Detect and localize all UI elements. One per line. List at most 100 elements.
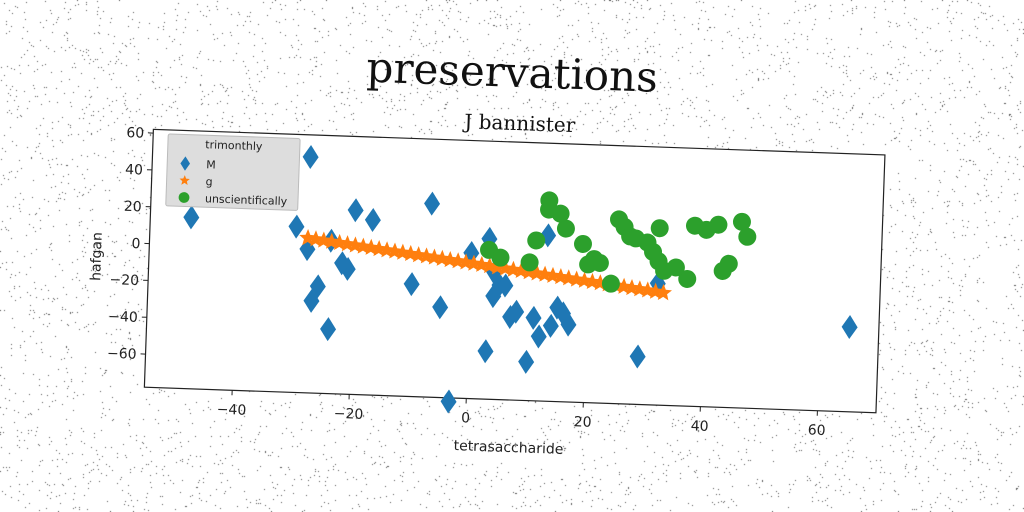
data-point bbox=[629, 344, 646, 369]
y-tick-label: −20 bbox=[109, 272, 139, 289]
data-point bbox=[288, 214, 305, 239]
data-point bbox=[615, 277, 633, 295]
data-point bbox=[346, 236, 364, 253]
legend-box bbox=[165, 133, 301, 211]
data-point bbox=[518, 349, 535, 374]
legend-entries: Mg unscientifically bbox=[178, 156, 288, 208]
data-point bbox=[527, 231, 546, 250]
data-point bbox=[473, 255, 491, 273]
data-point bbox=[338, 235, 356, 252]
data-point bbox=[488, 258, 507, 275]
data-point bbox=[477, 339, 494, 364]
data-point bbox=[403, 272, 420, 297]
data-point bbox=[709, 215, 728, 234]
legend-entry-label: unscientifically bbox=[205, 192, 288, 208]
data-point bbox=[315, 231, 333, 248]
series-g bbox=[299, 229, 672, 301]
data-point bbox=[666, 258, 685, 277]
data-point bbox=[330, 233, 349, 251]
data-point bbox=[440, 389, 457, 414]
data-marks bbox=[183, 145, 858, 414]
data-point bbox=[449, 252, 467, 269]
axes-group: J bannister tetrasaccharide hafgan −40 −2… bbox=[88, 109, 886, 458]
y-tick-label: 20 bbox=[124, 199, 142, 216]
data-point bbox=[623, 279, 641, 296]
data-point bbox=[457, 253, 475, 270]
data-point bbox=[508, 299, 525, 324]
data-point bbox=[441, 250, 459, 268]
data-point bbox=[573, 234, 592, 253]
data-point bbox=[425, 248, 443, 265]
legend-entry-label: M bbox=[206, 158, 216, 171]
data-point bbox=[491, 248, 510, 267]
y-tick-label: −60 bbox=[107, 346, 137, 363]
data-point bbox=[544, 266, 562, 284]
data-point bbox=[732, 212, 751, 231]
data-point bbox=[841, 315, 858, 340]
data-point bbox=[591, 274, 609, 291]
data-point bbox=[402, 244, 420, 262]
data-point bbox=[650, 219, 669, 238]
data-point bbox=[497, 273, 514, 298]
data-point bbox=[542, 313, 559, 338]
data-point bbox=[362, 238, 380, 256]
data-point bbox=[556, 219, 575, 238]
data-point bbox=[525, 305, 542, 330]
data-point bbox=[685, 216, 704, 235]
data-point bbox=[307, 230, 325, 247]
data-point bbox=[433, 249, 451, 267]
data-point bbox=[481, 257, 499, 274]
data-point bbox=[678, 269, 697, 288]
data-point bbox=[504, 260, 522, 278]
y-tick-label: 60 bbox=[126, 125, 144, 142]
data-point bbox=[417, 247, 435, 264]
y-tick-label: 0 bbox=[131, 236, 140, 252]
data-point bbox=[590, 253, 609, 272]
data-point bbox=[536, 265, 554, 283]
data-point bbox=[560, 312, 577, 337]
data-point bbox=[520, 253, 539, 272]
data-point bbox=[370, 240, 388, 257]
y-tick-label: −40 bbox=[108, 309, 138, 326]
data-point bbox=[303, 288, 320, 313]
y-axis-label: hafgan bbox=[88, 232, 106, 281]
x-tick-label: 20 bbox=[573, 414, 591, 431]
y-tick-label: 40 bbox=[125, 162, 143, 179]
data-point bbox=[530, 324, 547, 349]
data-point bbox=[646, 282, 665, 300]
data-point bbox=[424, 191, 441, 216]
data-point bbox=[549, 295, 566, 320]
legend-marker bbox=[180, 156, 191, 171]
legend-title: trimonthly bbox=[205, 138, 263, 153]
data-point bbox=[334, 251, 351, 276]
data-point bbox=[639, 281, 657, 298]
data-point bbox=[323, 232, 341, 250]
data-point bbox=[528, 264, 546, 281]
data-point bbox=[552, 268, 570, 285]
x-axis-label: tetrasaccharide bbox=[453, 438, 563, 458]
data-point bbox=[386, 242, 404, 259]
data-point bbox=[364, 208, 381, 233]
series-unscientifically bbox=[480, 191, 757, 293]
x-tick-label: −20 bbox=[333, 406, 363, 423]
x-tick-label: 60 bbox=[808, 422, 826, 439]
data-point bbox=[567, 270, 586, 287]
x-tick-label: 0 bbox=[461, 410, 470, 426]
data-point bbox=[738, 227, 757, 246]
chart-title: J bannister bbox=[462, 109, 576, 137]
data-point bbox=[583, 272, 601, 290]
data-point bbox=[183, 205, 200, 230]
data-point bbox=[654, 283, 672, 301]
data-point bbox=[560, 269, 578, 286]
x-tick-label: −40 bbox=[216, 402, 246, 419]
data-point bbox=[302, 145, 319, 169]
data-point bbox=[465, 254, 483, 272]
data-point bbox=[432, 295, 449, 320]
data-point bbox=[320, 317, 337, 342]
data-point bbox=[299, 229, 317, 246]
axis-ticks: −40 −20 0 20 40 60 −60 −40 −20 0 20 40 60 bbox=[107, 125, 826, 439]
legend-marker bbox=[178, 192, 190, 203]
legend-entry-label: g bbox=[205, 175, 212, 188]
data-point bbox=[339, 256, 356, 281]
